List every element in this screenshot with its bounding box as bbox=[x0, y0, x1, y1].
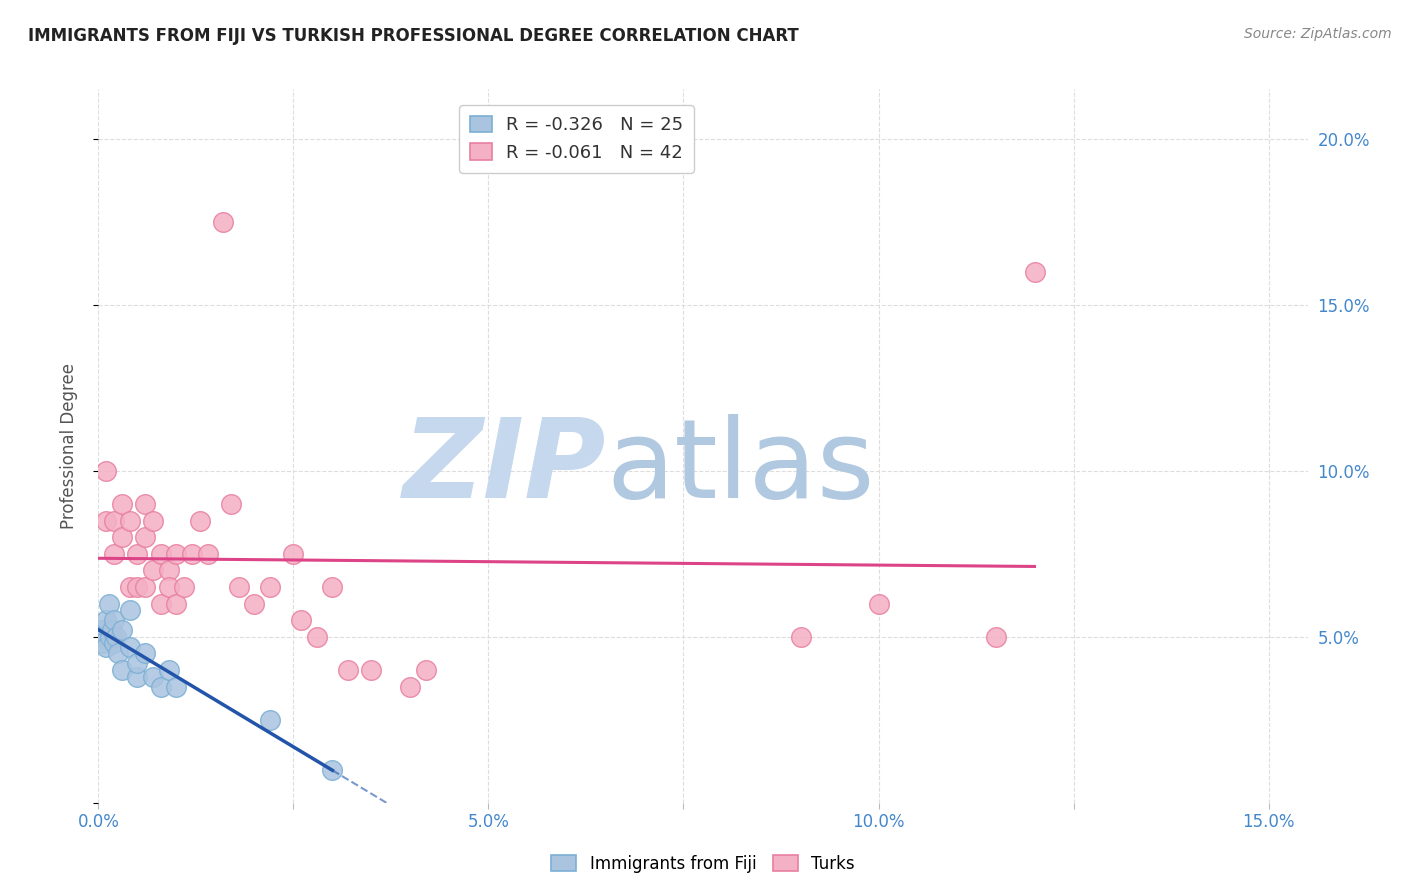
Point bbox=[104, 630, 127, 644]
Point bbox=[399, 680, 422, 694]
Point bbox=[107, 647, 129, 661]
Point bbox=[789, 630, 811, 644]
Text: ZIP: ZIP bbox=[402, 414, 606, 521]
Point bbox=[360, 663, 382, 677]
Point bbox=[91, 636, 114, 650]
Point bbox=[984, 630, 1007, 644]
Point bbox=[127, 670, 149, 684]
Y-axis label: Professional Degree: Professional Degree bbox=[59, 363, 77, 529]
Point bbox=[188, 514, 211, 528]
Legend: R = -0.326   N = 25, R = -0.061   N = 42: R = -0.326 N = 25, R = -0.061 N = 42 bbox=[460, 105, 695, 172]
Point bbox=[103, 613, 125, 627]
Point bbox=[134, 530, 156, 544]
Point bbox=[173, 580, 195, 594]
Point bbox=[149, 597, 172, 611]
Point bbox=[165, 547, 187, 561]
Point bbox=[243, 597, 266, 611]
Point bbox=[96, 464, 118, 478]
Point bbox=[157, 663, 180, 677]
Point bbox=[321, 763, 343, 777]
Point bbox=[111, 530, 134, 544]
Legend: Immigrants from Fiji, Turks: Immigrants from Fiji, Turks bbox=[544, 848, 862, 880]
Point bbox=[90, 624, 112, 638]
Point bbox=[337, 663, 360, 677]
Point bbox=[103, 514, 125, 528]
Point bbox=[103, 547, 125, 561]
Point bbox=[259, 713, 281, 727]
Point bbox=[134, 580, 156, 594]
Point bbox=[118, 640, 141, 654]
Point bbox=[157, 564, 180, 578]
Point bbox=[283, 547, 305, 561]
Point bbox=[111, 497, 134, 511]
Point bbox=[96, 640, 118, 654]
Point bbox=[165, 680, 187, 694]
Point bbox=[321, 580, 343, 594]
Point bbox=[98, 630, 121, 644]
Point bbox=[149, 547, 172, 561]
Point bbox=[118, 603, 141, 617]
Point bbox=[142, 670, 165, 684]
Point bbox=[118, 514, 141, 528]
Point bbox=[97, 597, 120, 611]
Point bbox=[868, 597, 890, 611]
Point bbox=[290, 613, 312, 627]
Point bbox=[118, 580, 141, 594]
Point bbox=[111, 663, 134, 677]
Point bbox=[142, 564, 165, 578]
Point bbox=[96, 514, 118, 528]
Text: atlas: atlas bbox=[606, 414, 875, 521]
Point bbox=[96, 613, 118, 627]
Point bbox=[134, 647, 156, 661]
Point bbox=[305, 630, 328, 644]
Point bbox=[142, 514, 165, 528]
Text: Source: ZipAtlas.com: Source: ZipAtlas.com bbox=[1244, 27, 1392, 41]
Point bbox=[127, 580, 149, 594]
Point bbox=[415, 663, 437, 677]
Point bbox=[212, 215, 235, 229]
Point bbox=[259, 580, 281, 594]
Point bbox=[157, 580, 180, 594]
Point bbox=[197, 547, 219, 561]
Point bbox=[89, 630, 111, 644]
Point bbox=[127, 657, 149, 671]
Point bbox=[149, 680, 172, 694]
Point bbox=[134, 497, 156, 511]
Point bbox=[103, 636, 125, 650]
Point bbox=[165, 597, 187, 611]
Point bbox=[101, 624, 124, 638]
Point bbox=[181, 547, 204, 561]
Point bbox=[127, 547, 149, 561]
Point bbox=[228, 580, 250, 594]
Point bbox=[111, 624, 134, 638]
Point bbox=[219, 497, 242, 511]
Point bbox=[1024, 265, 1046, 279]
Text: IMMIGRANTS FROM FIJI VS TURKISH PROFESSIONAL DEGREE CORRELATION CHART: IMMIGRANTS FROM FIJI VS TURKISH PROFESSI… bbox=[28, 27, 799, 45]
